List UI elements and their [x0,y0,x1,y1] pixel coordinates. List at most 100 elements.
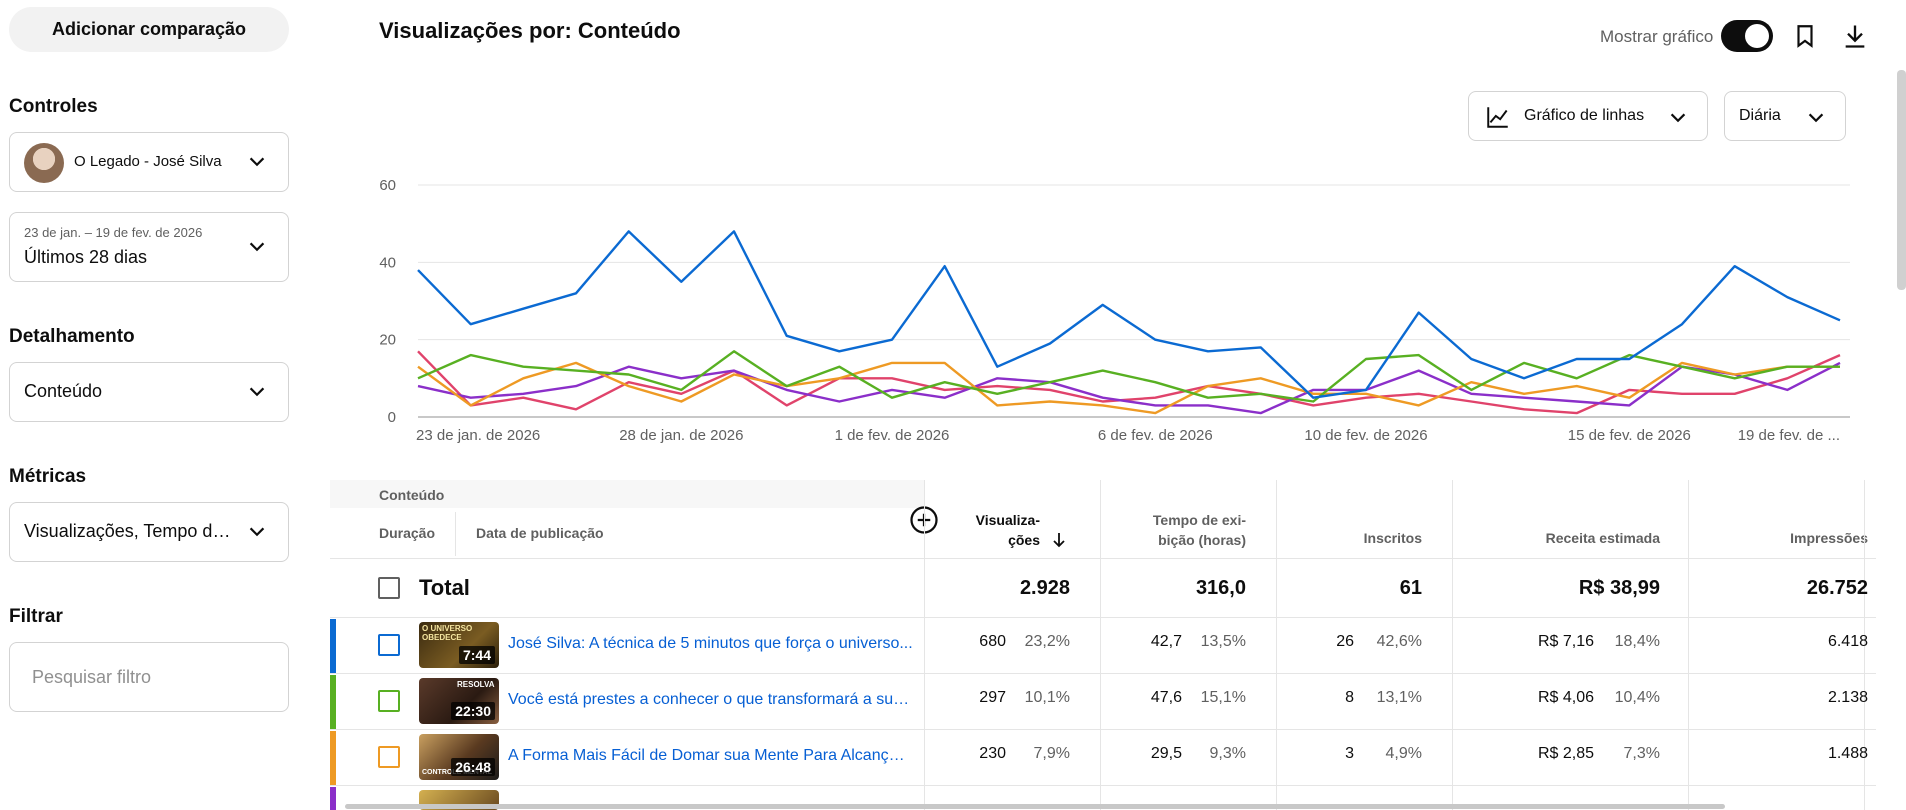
filter-label: Filtrar [9,606,63,627]
download-button[interactable] [1837,18,1873,54]
video-duration: 26:48 [451,758,495,776]
show-chart-toggle[interactable] [1721,20,1773,52]
subscribers-percent: 13,1% [1376,689,1422,706]
watch-time-value: 42,7 [1150,633,1182,650]
row-checkbox[interactable] [378,690,400,712]
total-watch-time: 316,0 [1195,577,1246,599]
thumbnail-caption: RESOLVA [457,680,495,689]
x-tick-label: 10 de fev. de 2026 [1304,427,1427,444]
bookmark-icon [1797,25,1813,48]
views-percent: 23,2% [1024,633,1070,650]
column-divider [1688,480,1689,810]
y-tick-label: 40 [379,254,396,271]
chart-type-dropdown[interactable]: Gráfico de linhas [1468,91,1708,141]
download-icon [1845,25,1865,48]
add-comparison-button[interactable]: Adicionar comparação [9,7,289,52]
line-chart: 0 20 40 60 23 de jan. de 2026 28 de jan. de 2… [379,177,1850,444]
granularity-label: Diária [1739,107,1781,124]
chevron-down-icon [1808,113,1824,123]
x-tick-label: 6 de fev. de 2026 [1098,427,1213,444]
series-line [417,350,1841,415]
revenue-percent: 7,3% [1623,745,1660,762]
bookmark-button[interactable] [1787,18,1823,54]
show-chart-label: Mostrar gráfico [1600,27,1714,46]
video-title-link[interactable]: A Forma Mais Fácil de Domar sua Mente Pa… [508,747,913,764]
publication-date-header-label: Data de publicação [476,525,604,541]
filter-search-input[interactable] [9,642,289,712]
total-revenue: R$ 38,99 [1578,577,1660,599]
row-checkbox[interactable] [378,746,400,768]
channel-name: O Legado - José Silva [74,153,222,170]
video-title-link[interactable]: José Silva: A técnica de 5 minutos que f… [508,635,913,652]
video-thumbnail[interactable]: CONTROLE MENTAL 26:48 [419,734,499,780]
metrics-label: Métricas [9,466,87,487]
left-panel: Adicionar comparação Controles O Legado … [0,0,300,810]
watch-time-column-header[interactable]: Tempo de exi- bição (horas) [1152,512,1246,548]
impressions-column-header[interactable]: Impressões [1790,530,1868,546]
total-label: Total [419,575,470,600]
revenue-percent: 18,4% [1614,633,1660,650]
revenue-value: R$ 4,06 [1537,689,1594,706]
views-value: 230 [979,745,1006,762]
chevron-down-icon [249,527,265,537]
horizontal-scrollbar[interactable] [345,804,1725,809]
breakdown-label: Detalhamento [9,326,135,347]
y-tick-label: 60 [379,177,396,194]
granularity-dropdown[interactable]: Diária [1724,91,1846,141]
revenue-column-header[interactable]: Receita estimada [1545,530,1660,546]
total-impressions: 26.752 [1806,577,1868,599]
video-title-link[interactable]: Você está prestes a conhecer o que trans… [508,691,913,708]
series-line [417,350,1840,403]
y-tick-label: 0 [388,409,396,426]
channel-avatar [24,143,64,183]
revenue-value: R$ 2,85 [1537,745,1594,762]
watch-time-value: 47,6 [1150,689,1182,706]
series-line [417,230,1841,399]
row-checkbox[interactable] [378,634,400,656]
controls-label: Controles [9,96,98,117]
duration-header[interactable]: Duração [379,525,435,541]
impressions-value: 6.418 [1827,633,1868,650]
y-tick-label: 20 [379,332,396,349]
watch-time-value: 29,5 [1150,745,1182,762]
metrics-value: Visualizações, Tempo de exibição [24,521,234,541]
publication-date-header[interactable]: Data de publicação [476,525,604,541]
video-thumbnail[interactable]: RESOLVA 22:30 [419,678,499,724]
x-tick-label: 1 de fev. de 2026 [835,427,950,444]
metrics-selector[interactable]: Visualizações, Tempo de exibição [9,502,289,562]
watch-time-percent: 15,1% [1200,689,1246,706]
impressions-value: 2.138 [1827,689,1868,706]
series-color-bar [330,731,336,785]
chevron-down-icon [249,242,265,252]
subscribers-value: 3 [1345,745,1354,762]
total-checkbox[interactable] [378,577,400,599]
breakdown-selector[interactable]: Conteúdo [9,362,289,422]
chevron-down-icon [249,157,265,167]
impressions-value: 1.488 [1827,745,1868,762]
date-preset-text: Últimos 28 dias [24,247,148,267]
views-value: 297 [979,689,1006,706]
video-duration: 22:30 [451,702,495,720]
subscribers-value: 8 [1345,689,1354,706]
toggle-knob [1745,24,1769,48]
total-subscribers: 61 [1399,577,1422,599]
subscribers-column-header[interactable]: Inscritos [1363,530,1422,546]
views-column-header[interactable]: Visualiza- ções [975,512,1040,548]
vertical-scrollbar[interactable] [1897,70,1906,290]
row-divider [330,729,1876,730]
thumbnail-caption: O UNIVERSO OBEDECE [422,624,473,642]
date-range-selector[interactable]: 23 de jan. – 19 de fev. de 2026 Últimos … [9,212,289,282]
chart-type-label: Gráfico de linhas [1524,107,1645,124]
subscribers-percent: 42,6% [1376,633,1422,650]
subscribers-percent: 4,9% [1385,745,1422,762]
chevron-down-icon [1670,113,1686,123]
series-color-bar [330,619,336,673]
subscribers-value: 26 [1336,633,1354,650]
sort-down-icon [1053,533,1065,548]
video-thumbnail[interactable]: O UNIVERSO OBEDECE 7:44 [419,622,499,668]
x-tick-label: 19 de fev. de ... [1738,427,1840,444]
channel-selector[interactable]: O Legado - José Silva [9,132,289,192]
page-title: Visualizações por: Conteúdo [379,18,681,43]
column-divider [1452,480,1453,810]
